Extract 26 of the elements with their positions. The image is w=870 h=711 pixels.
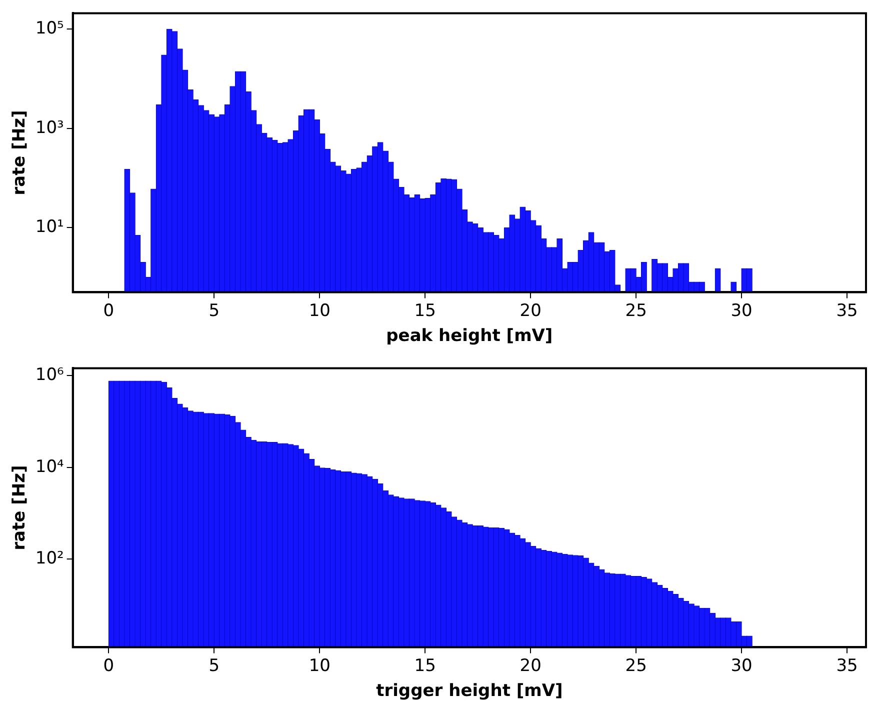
y-tick-label: 10³ (35, 118, 64, 138)
x-tick-label: 30 (730, 656, 752, 676)
y-tick-label: 10⁴ (35, 456, 64, 477)
x-tick-label: 15 (414, 300, 436, 321)
x-tick-label: 20 (520, 656, 542, 676)
x-axis-title: peak height [mV] (386, 326, 553, 346)
y-axis-title: rate [Hz] (10, 465, 30, 550)
x-tick-label: 15 (414, 656, 436, 676)
y-tick-label: 10⁶ (35, 365, 64, 386)
x-tick-label: 35 (836, 300, 858, 321)
x-axis-title: trigger height [mV] (376, 681, 563, 702)
x-tick-label: 35 (836, 656, 858, 676)
x-tick-label: 10 (308, 656, 330, 676)
x-tick-label: 5 (208, 300, 220, 321)
x-tick-label: 30 (730, 300, 752, 321)
x-tick-label: 5 (208, 656, 220, 676)
x-tick-label: 0 (103, 300, 114, 321)
y-axis-title: rate [Hz] (10, 110, 30, 196)
x-tick-label: 20 (520, 300, 542, 321)
y-tick-label: 10² (35, 548, 64, 569)
x-tick-label: 25 (625, 656, 647, 676)
x-tick-label: 10 (308, 300, 330, 321)
y-tick-label: 10¹ (35, 217, 64, 238)
y-tick-label: 10⁵ (35, 18, 64, 39)
x-tick-label: 25 (625, 300, 647, 321)
x-tick-label: 0 (103, 656, 114, 676)
